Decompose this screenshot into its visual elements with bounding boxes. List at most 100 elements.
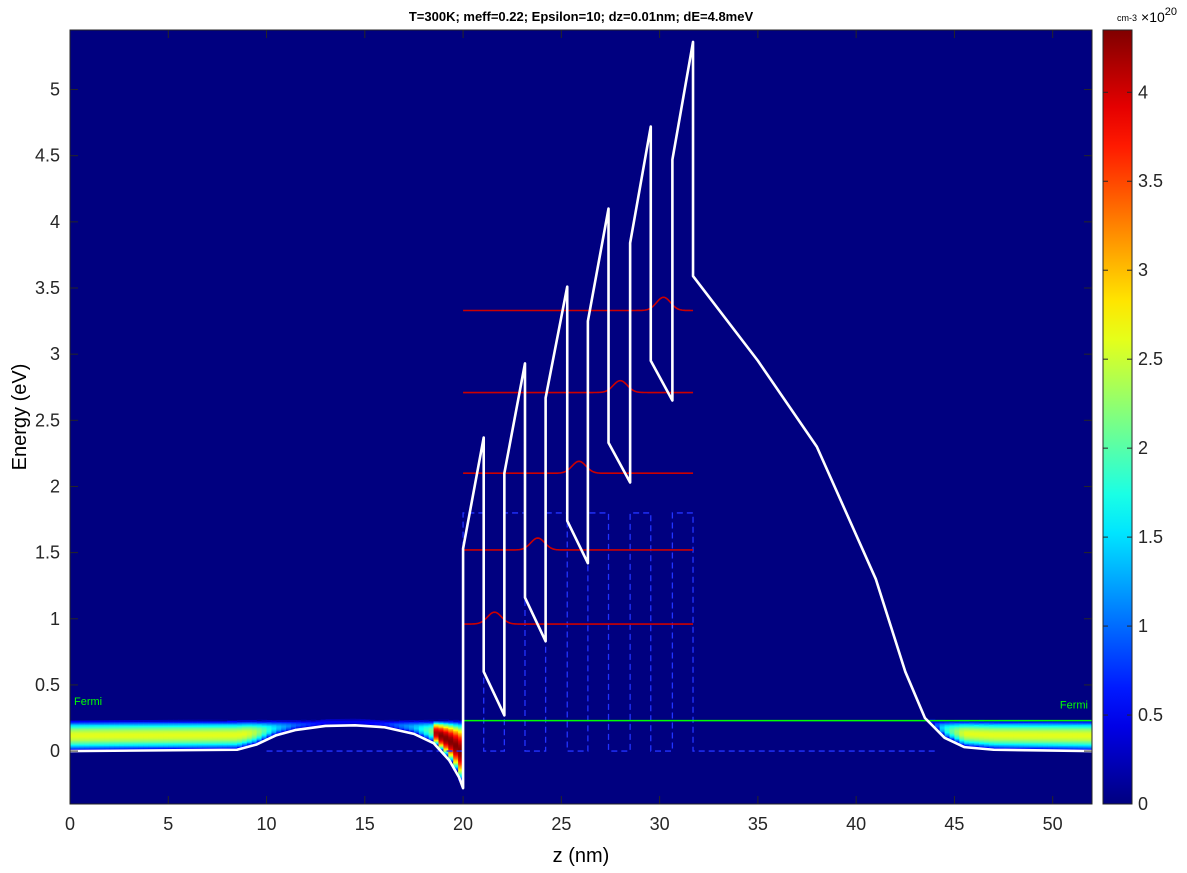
density-cell xyxy=(1037,737,1044,740)
density-cell xyxy=(158,730,164,733)
density-cell xyxy=(1052,734,1059,737)
density-cell xyxy=(993,733,1000,736)
density-cell xyxy=(438,722,445,725)
density-cell xyxy=(183,742,189,745)
density-cell xyxy=(1037,731,1044,734)
density-cell xyxy=(998,727,1005,730)
density-cell xyxy=(79,739,86,741)
density-cell xyxy=(202,727,209,730)
density-cell xyxy=(114,729,120,732)
density-cell xyxy=(993,722,1000,724)
density-cell xyxy=(232,740,238,743)
density-cell xyxy=(178,725,184,727)
density-cell xyxy=(418,733,425,736)
density-cell xyxy=(1057,728,1064,731)
density-cell xyxy=(1028,740,1034,743)
density-cell xyxy=(964,730,970,733)
density-cell xyxy=(192,747,199,750)
density-cell xyxy=(394,719,400,722)
density-cell xyxy=(1013,747,1019,750)
density-cell xyxy=(413,720,420,723)
density-cell xyxy=(227,739,233,742)
density-cell xyxy=(1013,746,1019,748)
density-cell xyxy=(983,737,990,740)
density-cell xyxy=(1028,729,1034,731)
density-cell xyxy=(345,721,351,724)
density-cell xyxy=(1057,738,1064,741)
density-cell xyxy=(964,722,970,725)
density-cell xyxy=(276,726,282,729)
density-cell xyxy=(133,729,140,732)
density-cell xyxy=(959,727,965,730)
density-cell xyxy=(222,745,228,748)
density-cell xyxy=(232,733,238,736)
density-cell xyxy=(153,719,160,722)
density-cell xyxy=(143,737,150,740)
density-cell xyxy=(133,746,140,749)
density-cell xyxy=(232,720,238,723)
density-cell xyxy=(84,745,91,748)
density-cell xyxy=(1067,734,1073,737)
density-cell xyxy=(433,732,440,735)
density-cell xyxy=(109,726,115,729)
density-cell xyxy=(1087,728,1092,731)
density-cell xyxy=(99,738,105,741)
density-cell xyxy=(1023,726,1029,729)
density-cell xyxy=(988,744,995,747)
density-cell xyxy=(458,756,464,759)
density-cell xyxy=(173,719,179,722)
density-cell xyxy=(271,731,277,733)
density-cell xyxy=(988,733,995,736)
y-tick-label: 0 xyxy=(50,741,60,761)
density-cell xyxy=(369,721,376,724)
density-cell xyxy=(163,733,169,736)
density-cell xyxy=(1052,732,1059,734)
density-cell xyxy=(237,745,243,748)
density-cell xyxy=(998,732,1005,735)
density-cell xyxy=(133,739,140,742)
density-cell xyxy=(453,766,459,769)
density-cell xyxy=(939,726,946,729)
density-cell xyxy=(458,761,464,764)
density-cell xyxy=(104,748,110,751)
density-cell xyxy=(1057,736,1064,739)
density-cell xyxy=(448,732,454,735)
density-cell xyxy=(173,735,179,738)
density-cell xyxy=(187,740,194,743)
density-cell xyxy=(448,733,454,736)
density-cell xyxy=(315,721,322,724)
density-cell xyxy=(133,721,140,724)
density-cell xyxy=(433,727,440,730)
density-cell xyxy=(1062,738,1069,741)
density-cell xyxy=(84,727,91,730)
density-cell xyxy=(998,740,1005,743)
density-cell xyxy=(178,747,184,750)
density-cell xyxy=(1003,728,1010,731)
density-cell xyxy=(119,737,125,740)
density-cell xyxy=(1047,745,1054,748)
density-cell xyxy=(993,724,1000,727)
density-cell xyxy=(153,742,160,745)
density-cell xyxy=(70,743,76,746)
density-cell xyxy=(423,734,430,737)
density-cell xyxy=(423,729,430,731)
density-cell xyxy=(1003,736,1010,739)
density-cell xyxy=(271,728,277,731)
density-cell xyxy=(124,721,130,724)
density-cell xyxy=(964,724,970,727)
density-cell xyxy=(978,740,985,743)
density-cell xyxy=(1062,742,1069,745)
density-cell xyxy=(168,746,174,749)
density-cell xyxy=(423,733,430,735)
density-cell xyxy=(1042,747,1049,750)
density-cell xyxy=(192,726,199,729)
x-tick-label: 40 xyxy=(846,814,866,834)
density-cell xyxy=(251,719,258,722)
density-cell xyxy=(246,735,253,738)
subband-level-1 xyxy=(463,611,694,625)
density-cell xyxy=(163,719,169,722)
density-cell xyxy=(197,735,204,738)
density-cell xyxy=(1047,737,1054,740)
density-cell xyxy=(443,731,449,734)
density-cell xyxy=(207,738,214,740)
